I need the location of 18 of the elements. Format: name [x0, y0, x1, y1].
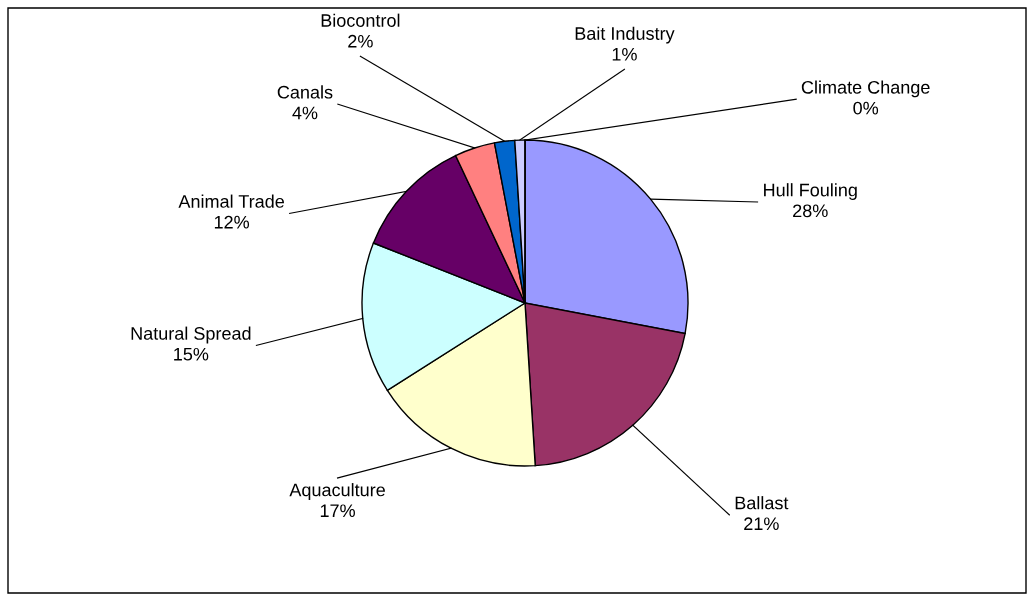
category-label: Climate Change — [801, 80, 930, 98]
data-label: 1% — [612, 47, 637, 61]
text: 0% — [853, 101, 879, 115]
slice-label: Natural Spread — [131, 326, 251, 344]
data-label: 17% — [320, 504, 355, 518]
slice-label: Bait Industry — [575, 26, 675, 44]
data-label: 4% — [292, 106, 318, 120]
slice-label: Aquaculture — [289, 483, 385, 500]
data-label: 2% — [348, 34, 373, 48]
slice-label: Animal Trade — [178, 194, 284, 208]
slice-label: Ballast — [735, 496, 789, 510]
slice-label: Canals — [277, 85, 333, 99]
slice-label: Biocontrol — [321, 13, 400, 27]
data-label: 21% — [744, 517, 779, 531]
slice-label: Hull Fouling — [764, 183, 857, 200]
data-label: 15% — [174, 347, 209, 361]
data-label: 28% — [793, 204, 828, 218]
data-label: 12% — [214, 215, 250, 229]
